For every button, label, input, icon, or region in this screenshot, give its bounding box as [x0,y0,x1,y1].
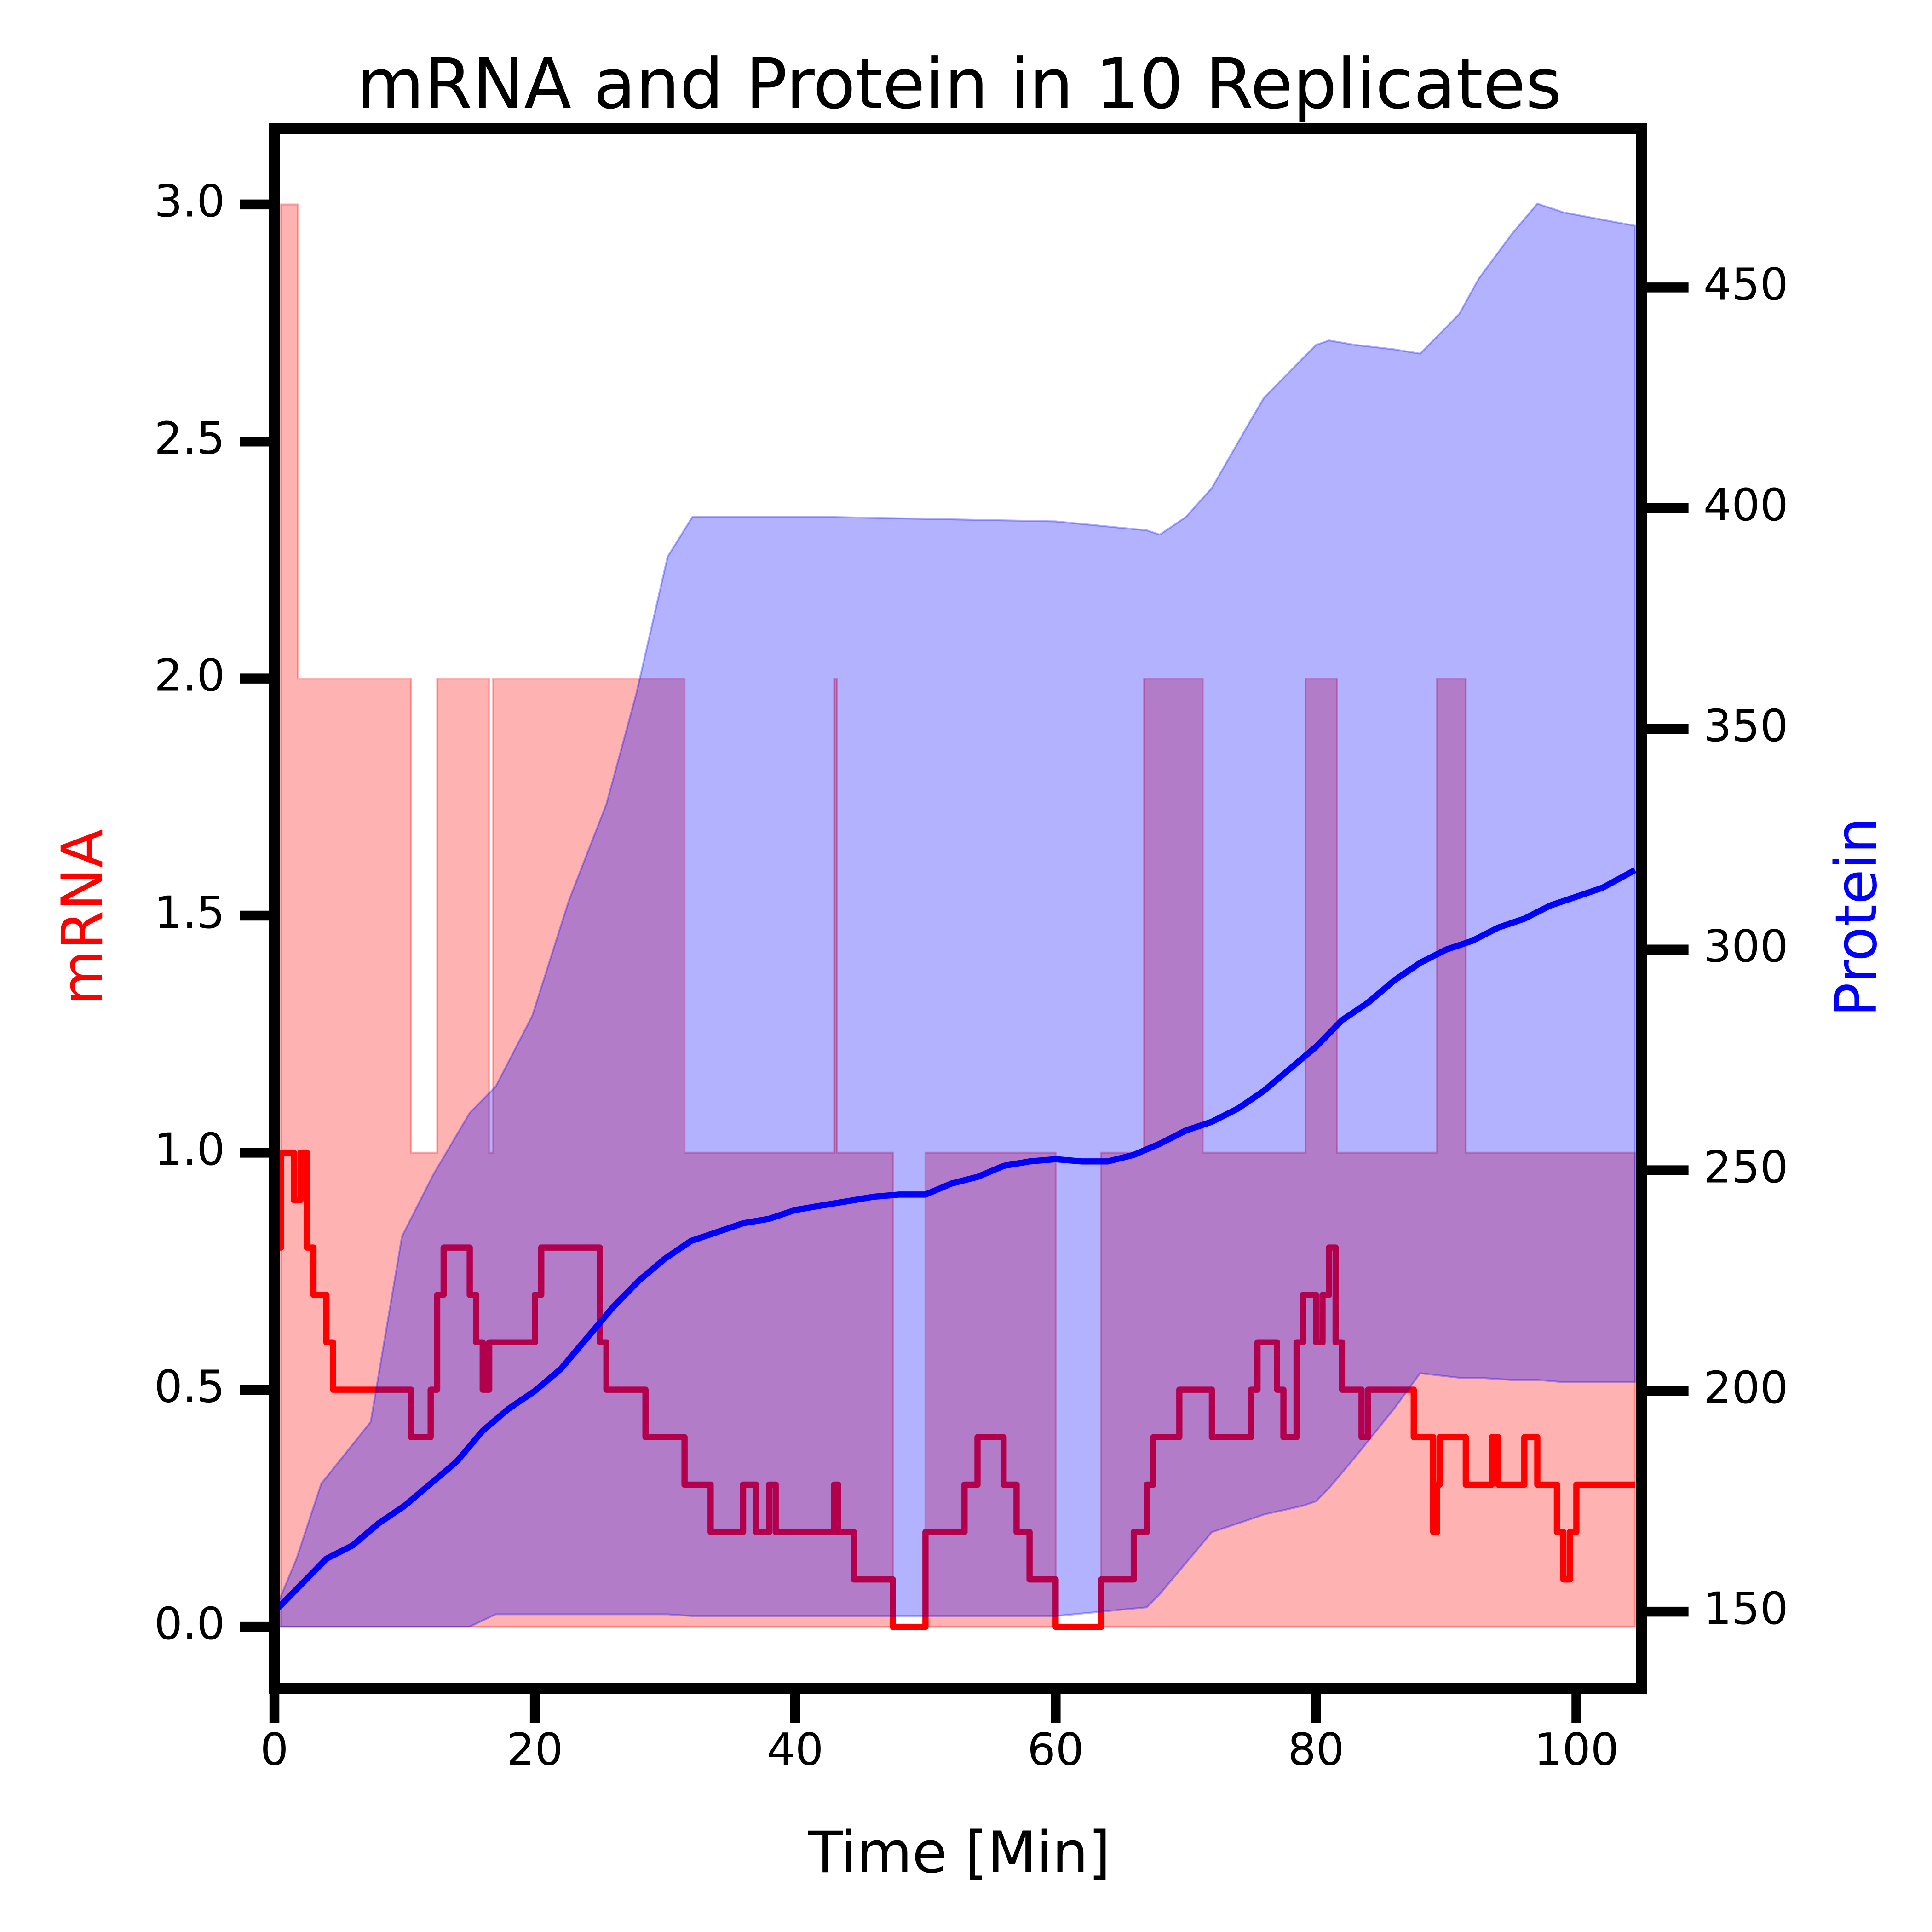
chart-title: mRNA and Protein in 10 Replicates [357,44,1562,124]
y-tick-label: 0.5 [154,1361,225,1413]
x-axis-label: Time [Min] [807,1820,1110,1886]
x-tick-label: 0 [260,1724,289,1776]
y2-tick-label: 450 [1703,258,1788,310]
y-axis-label: mRNA [50,829,116,1005]
range-band [273,202,1636,1628]
y-tick-label: 2.0 [154,649,225,701]
y2-tick-label: 200 [1703,1362,1788,1414]
y-tick-label: 2.5 [154,412,225,464]
y-tick-label: 3.0 [154,175,225,227]
x-tick-label: 60 [1027,1724,1084,1776]
y-tick-label: 1.5 [154,886,225,938]
y2-tick-label: 150 [1703,1582,1788,1634]
y2-axis-label: Protein [1823,817,1890,1017]
x-tick-label: 40 [767,1724,823,1776]
mean-line [272,867,1637,1614]
mean-line [274,1150,1635,1630]
x-tick-label: 80 [1288,1724,1344,1776]
axes-frame [269,123,1647,1694]
y2-tick-label: 350 [1703,700,1788,752]
y-tick-label: 0.0 [154,1598,225,1650]
x-tick-label: 20 [506,1724,563,1776]
x-tick-label: 100 [1534,1724,1619,1776]
y2-tick-label: 250 [1703,1141,1788,1193]
y-tick-label: 1.0 [154,1123,225,1175]
y2-tick-label: 400 [1703,479,1788,531]
y2-tick-label: 300 [1703,920,1788,972]
